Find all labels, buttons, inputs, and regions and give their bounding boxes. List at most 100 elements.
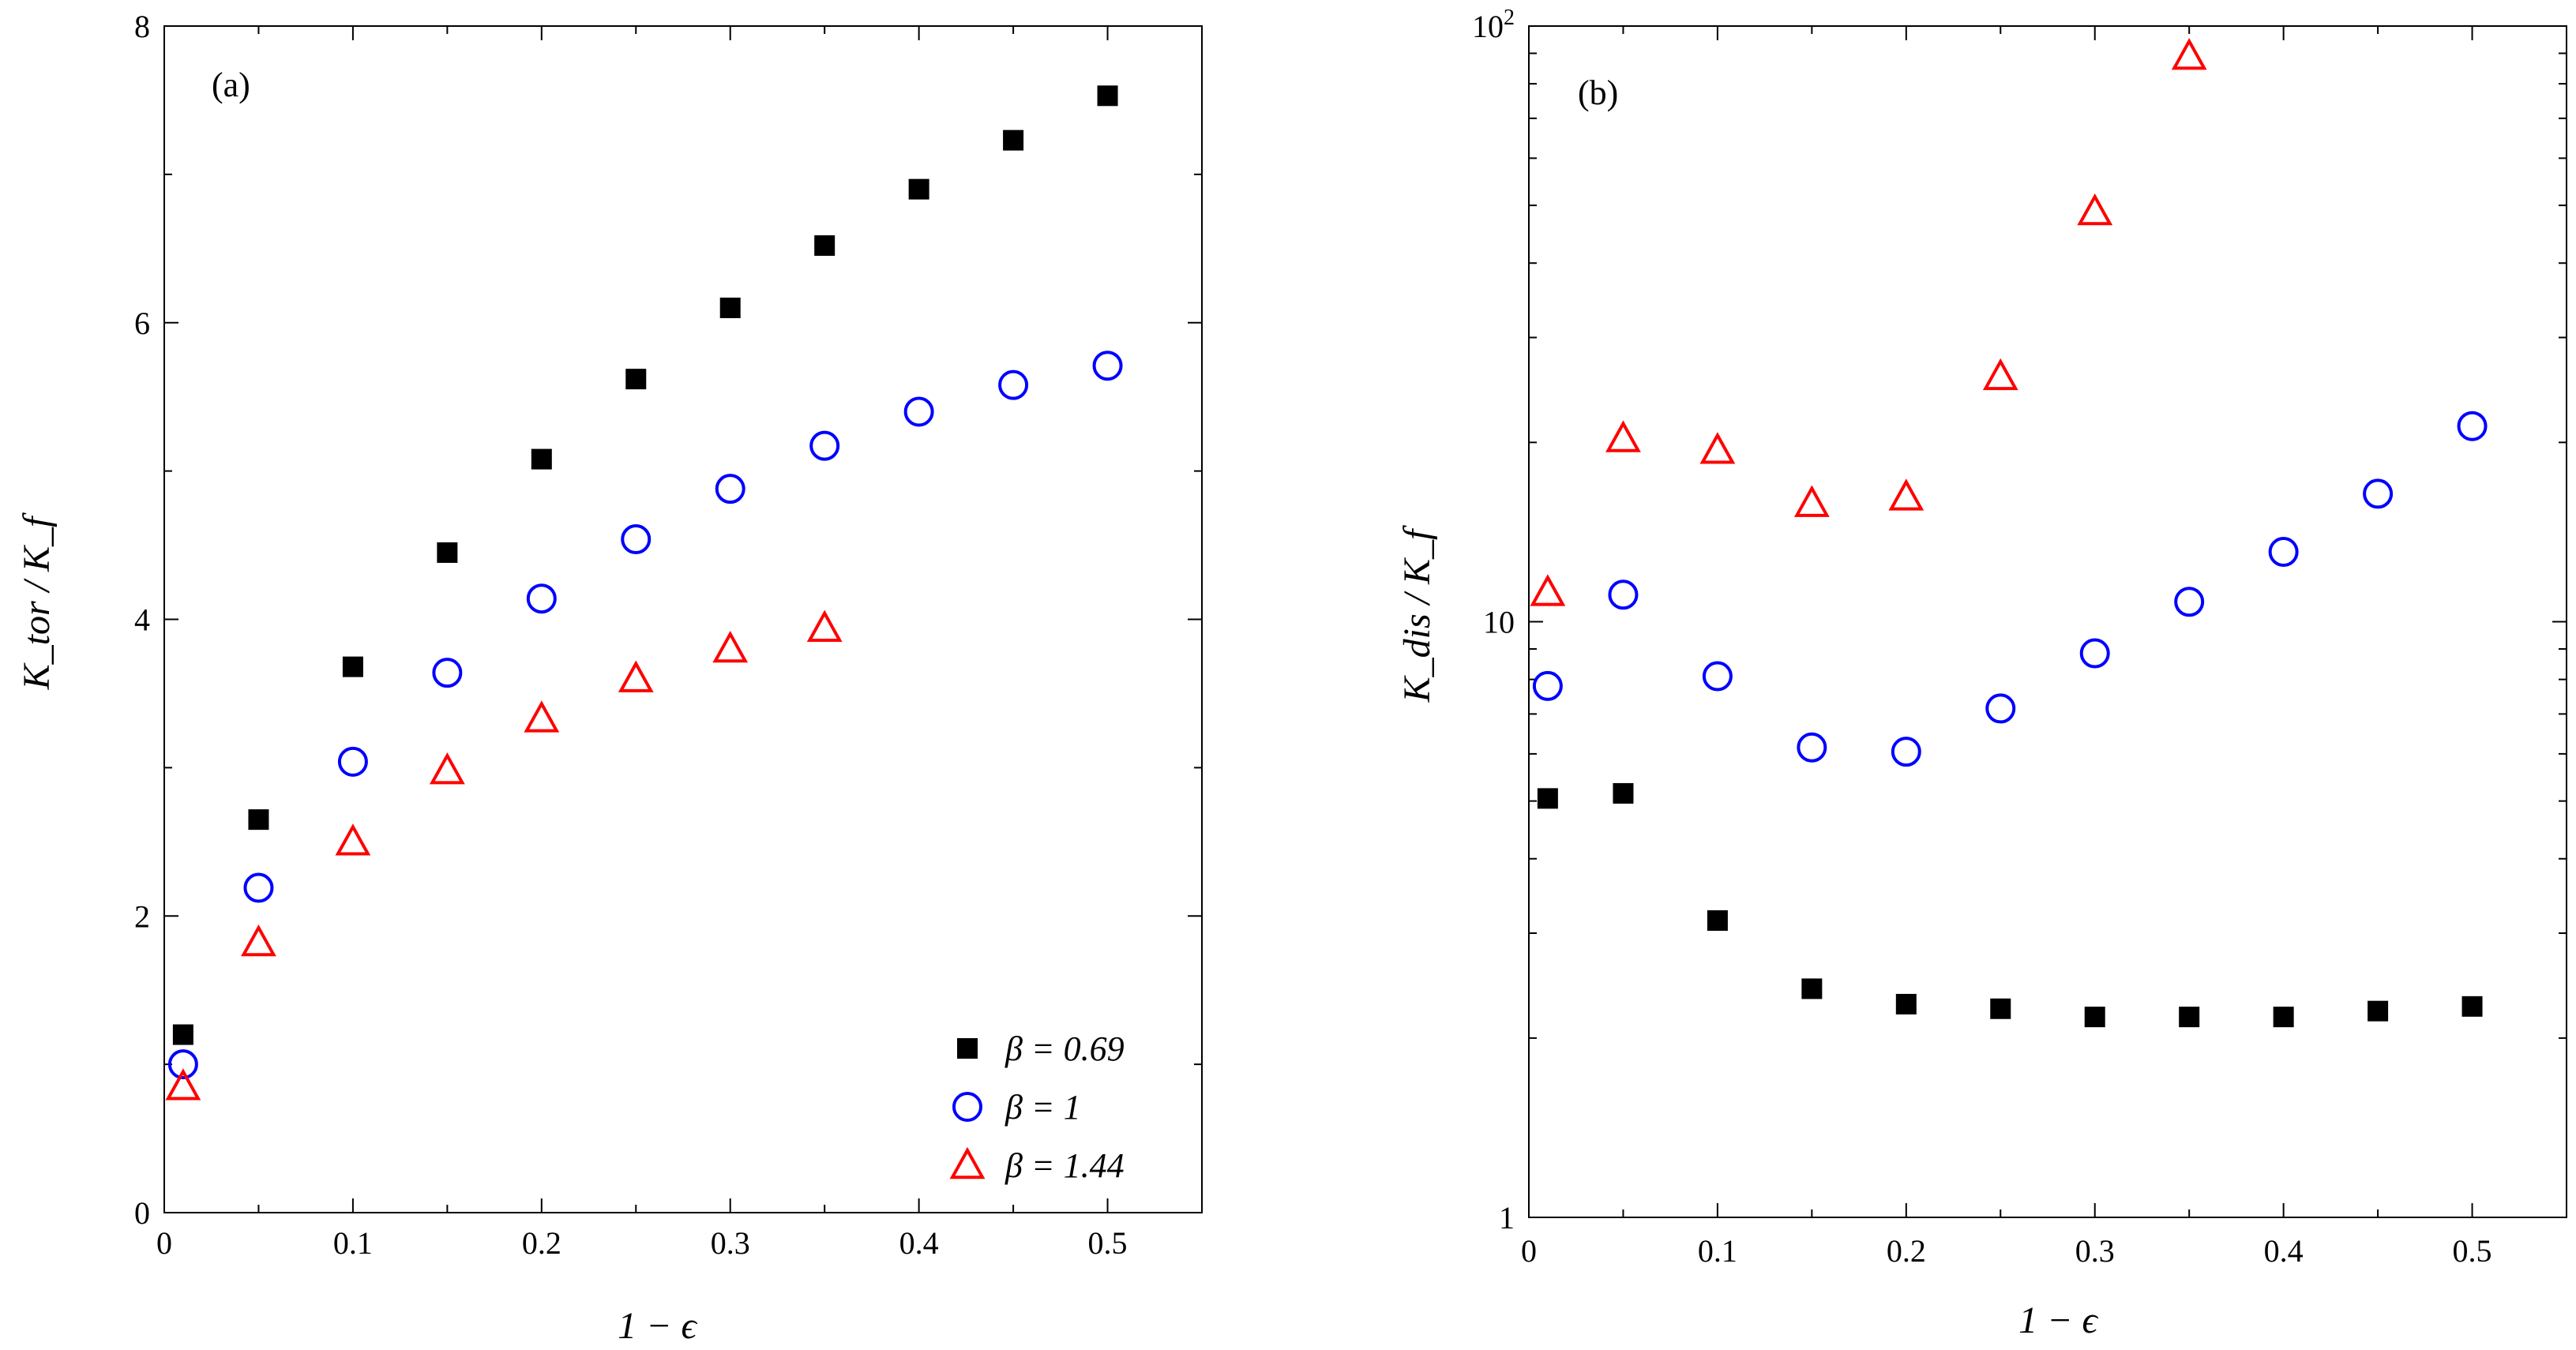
panel-a-data-point	[806, 609, 843, 642]
legend-label: β = 1	[1004, 1088, 1081, 1127]
panel-b-data-point	[1801, 978, 1823, 999]
panel-a-data-point	[621, 524, 652, 555]
panel-b-data-point	[1707, 910, 1728, 932]
panel-b-data-point	[2273, 1007, 2294, 1028]
panel-a-data-point	[526, 583, 557, 614]
panel-a-data-point	[167, 1049, 198, 1080]
panel-b-data-point	[1613, 782, 1634, 804]
panel-a-data-point	[908, 178, 929, 200]
panel-a-data-point	[719, 297, 741, 318]
panel-b-y-tick-label: 1	[1499, 1200, 1515, 1236]
panel-b-data-point	[2079, 638, 2110, 669]
legend-label: β = 1.44	[1004, 1146, 1125, 1185]
panel-b-y-tick-label: 10	[1483, 605, 1515, 640]
panel-a-y-tick-label: 8	[134, 9, 150, 44]
panel-b-x-tick-label: 0.3	[2075, 1233, 2115, 1269]
panel-b-y-tick-label: 102	[1472, 6, 1515, 44]
panel-a-data-point	[172, 1024, 193, 1045]
legend-marker	[957, 1038, 978, 1059]
panel-a-data-point	[1003, 129, 1024, 151]
panel-b-data-point	[1982, 358, 2018, 391]
panel-a-data-point	[524, 700, 560, 733]
panel-b-data-point	[1537, 788, 1558, 809]
panel-b-data-point	[1699, 432, 1736, 464]
panel-a-data-point	[809, 430, 840, 461]
panel-a-data-point	[998, 369, 1029, 400]
panel-a-data-point	[335, 823, 371, 856]
panel-b-data-point	[1891, 737, 1921, 767]
panel-a-y-tick-label: 4	[134, 602, 150, 638]
panel-a-data-point	[1097, 85, 1118, 107]
panel-b-series-2	[1530, 38, 2207, 606]
panel-a-y-tick-label: 2	[134, 898, 150, 934]
panel-b-data-point	[2179, 1007, 2200, 1028]
panel-b-data-point	[2171, 38, 2207, 70]
panel-a-data-point	[814, 235, 836, 257]
panel-a-data-point	[248, 809, 269, 831]
legend-marker	[952, 1092, 982, 1122]
panel-a-y-axis-label: K_tor / K_f	[16, 512, 58, 690]
panel-a-x-tick-label: 0.1	[333, 1225, 373, 1261]
panel-b-label: (b)	[1578, 73, 1618, 112]
panel-b-data-point	[1702, 661, 1733, 692]
panel-a-data-point	[432, 658, 463, 688]
panel-a-data-point	[165, 1068, 201, 1101]
panel-a-data-point	[243, 872, 274, 903]
panel-a-data-point	[337, 746, 368, 777]
panel-b-y-axis-label: K_dis / K_f	[1396, 525, 1438, 703]
panel-a-label: (a)	[212, 66, 250, 104]
panel-b-data-point	[1990, 998, 2011, 1019]
panel-a-y-tick-label: 6	[134, 306, 150, 341]
panel-b-x-tick-label: 0.5	[2453, 1233, 2492, 1269]
panel-b-data-point	[2457, 411, 2488, 441]
panel-b-data-point	[2363, 478, 2394, 509]
panel-a-data-point	[342, 656, 363, 677]
panel-b-data-point	[2268, 537, 2299, 568]
panel-b-x-tick-label: 0.2	[1887, 1233, 1926, 1269]
panel-a-data-point	[903, 396, 934, 427]
panel-b-data-point	[1985, 693, 2016, 724]
panel-b-data-point	[1608, 579, 1639, 610]
panel-a-x-tick-label: 0.2	[522, 1225, 561, 1261]
panel-a-data-point	[618, 660, 654, 692]
panel-b-data-point	[2368, 1000, 2389, 1022]
panel-a-series-1	[167, 351, 1123, 1080]
panel-b: (b) 1 − ϵ K_dis / K_f 0 0.1 0.2 0.3 0.4 0.5 1 1…	[1396, 6, 2567, 1341]
panel-a-y-tick-label: 0	[134, 1195, 150, 1231]
panel-b-data-point	[2461, 996, 2483, 1017]
panel-b-data-point	[1797, 732, 1827, 763]
panel-a-data-point	[437, 542, 458, 563]
panel-a-data-point	[1092, 351, 1123, 381]
panel-b-x-axis-label: 1 − ϵ	[2018, 1299, 2098, 1341]
panel-b-data-point	[2084, 1007, 2105, 1028]
panel-a-x-tick-label: 0.4	[899, 1225, 939, 1261]
panel-a: (a) 1 − ϵ K_tor / K_f 0 0.1 0.2 0.3 0.4 0.5 0 2…	[16, 9, 1203, 1347]
panel-b-x-tick-label: 0.1	[1698, 1233, 1737, 1269]
panel-b-x-tick-label: 0.4	[2264, 1233, 2304, 1269]
panel-b-data-point	[1532, 670, 1563, 701]
panel-b-x-tick-label: 0	[1521, 1233, 1537, 1269]
panel-b-data-point	[1793, 485, 1830, 517]
panel-a-x-tick-label: 0.5	[1088, 1225, 1128, 1261]
legend-label: β = 0.69	[1004, 1029, 1125, 1068]
panel-a-series-0	[172, 85, 1118, 1045]
panel-b-series-0	[1537, 782, 2483, 1028]
panel-b-data-point	[2077, 193, 2113, 226]
panel-a-data-point	[712, 630, 749, 663]
panel-a-data-point	[429, 752, 465, 785]
panel-b-data-point	[1888, 478, 1924, 511]
panel-a-x-tick-label: 0	[156, 1225, 172, 1261]
panel-b-data-point	[1530, 574, 1566, 606]
panel-b-data-point	[2174, 587, 2205, 617]
panel-a-data-point	[241, 924, 276, 957]
panel-b-data-point	[1895, 993, 1917, 1014]
panel-b-series-1	[1532, 411, 2488, 767]
legend-marker	[949, 1146, 986, 1179]
panel-a-series-2	[165, 609, 843, 1101]
panel-a-data-point	[715, 474, 745, 504]
panel-a-data-point	[531, 448, 552, 470]
panel-a-x-axis-label: 1 − ϵ	[618, 1305, 697, 1347]
legend: β = 0.69 β = 1 β = 1.44	[949, 1029, 1125, 1185]
